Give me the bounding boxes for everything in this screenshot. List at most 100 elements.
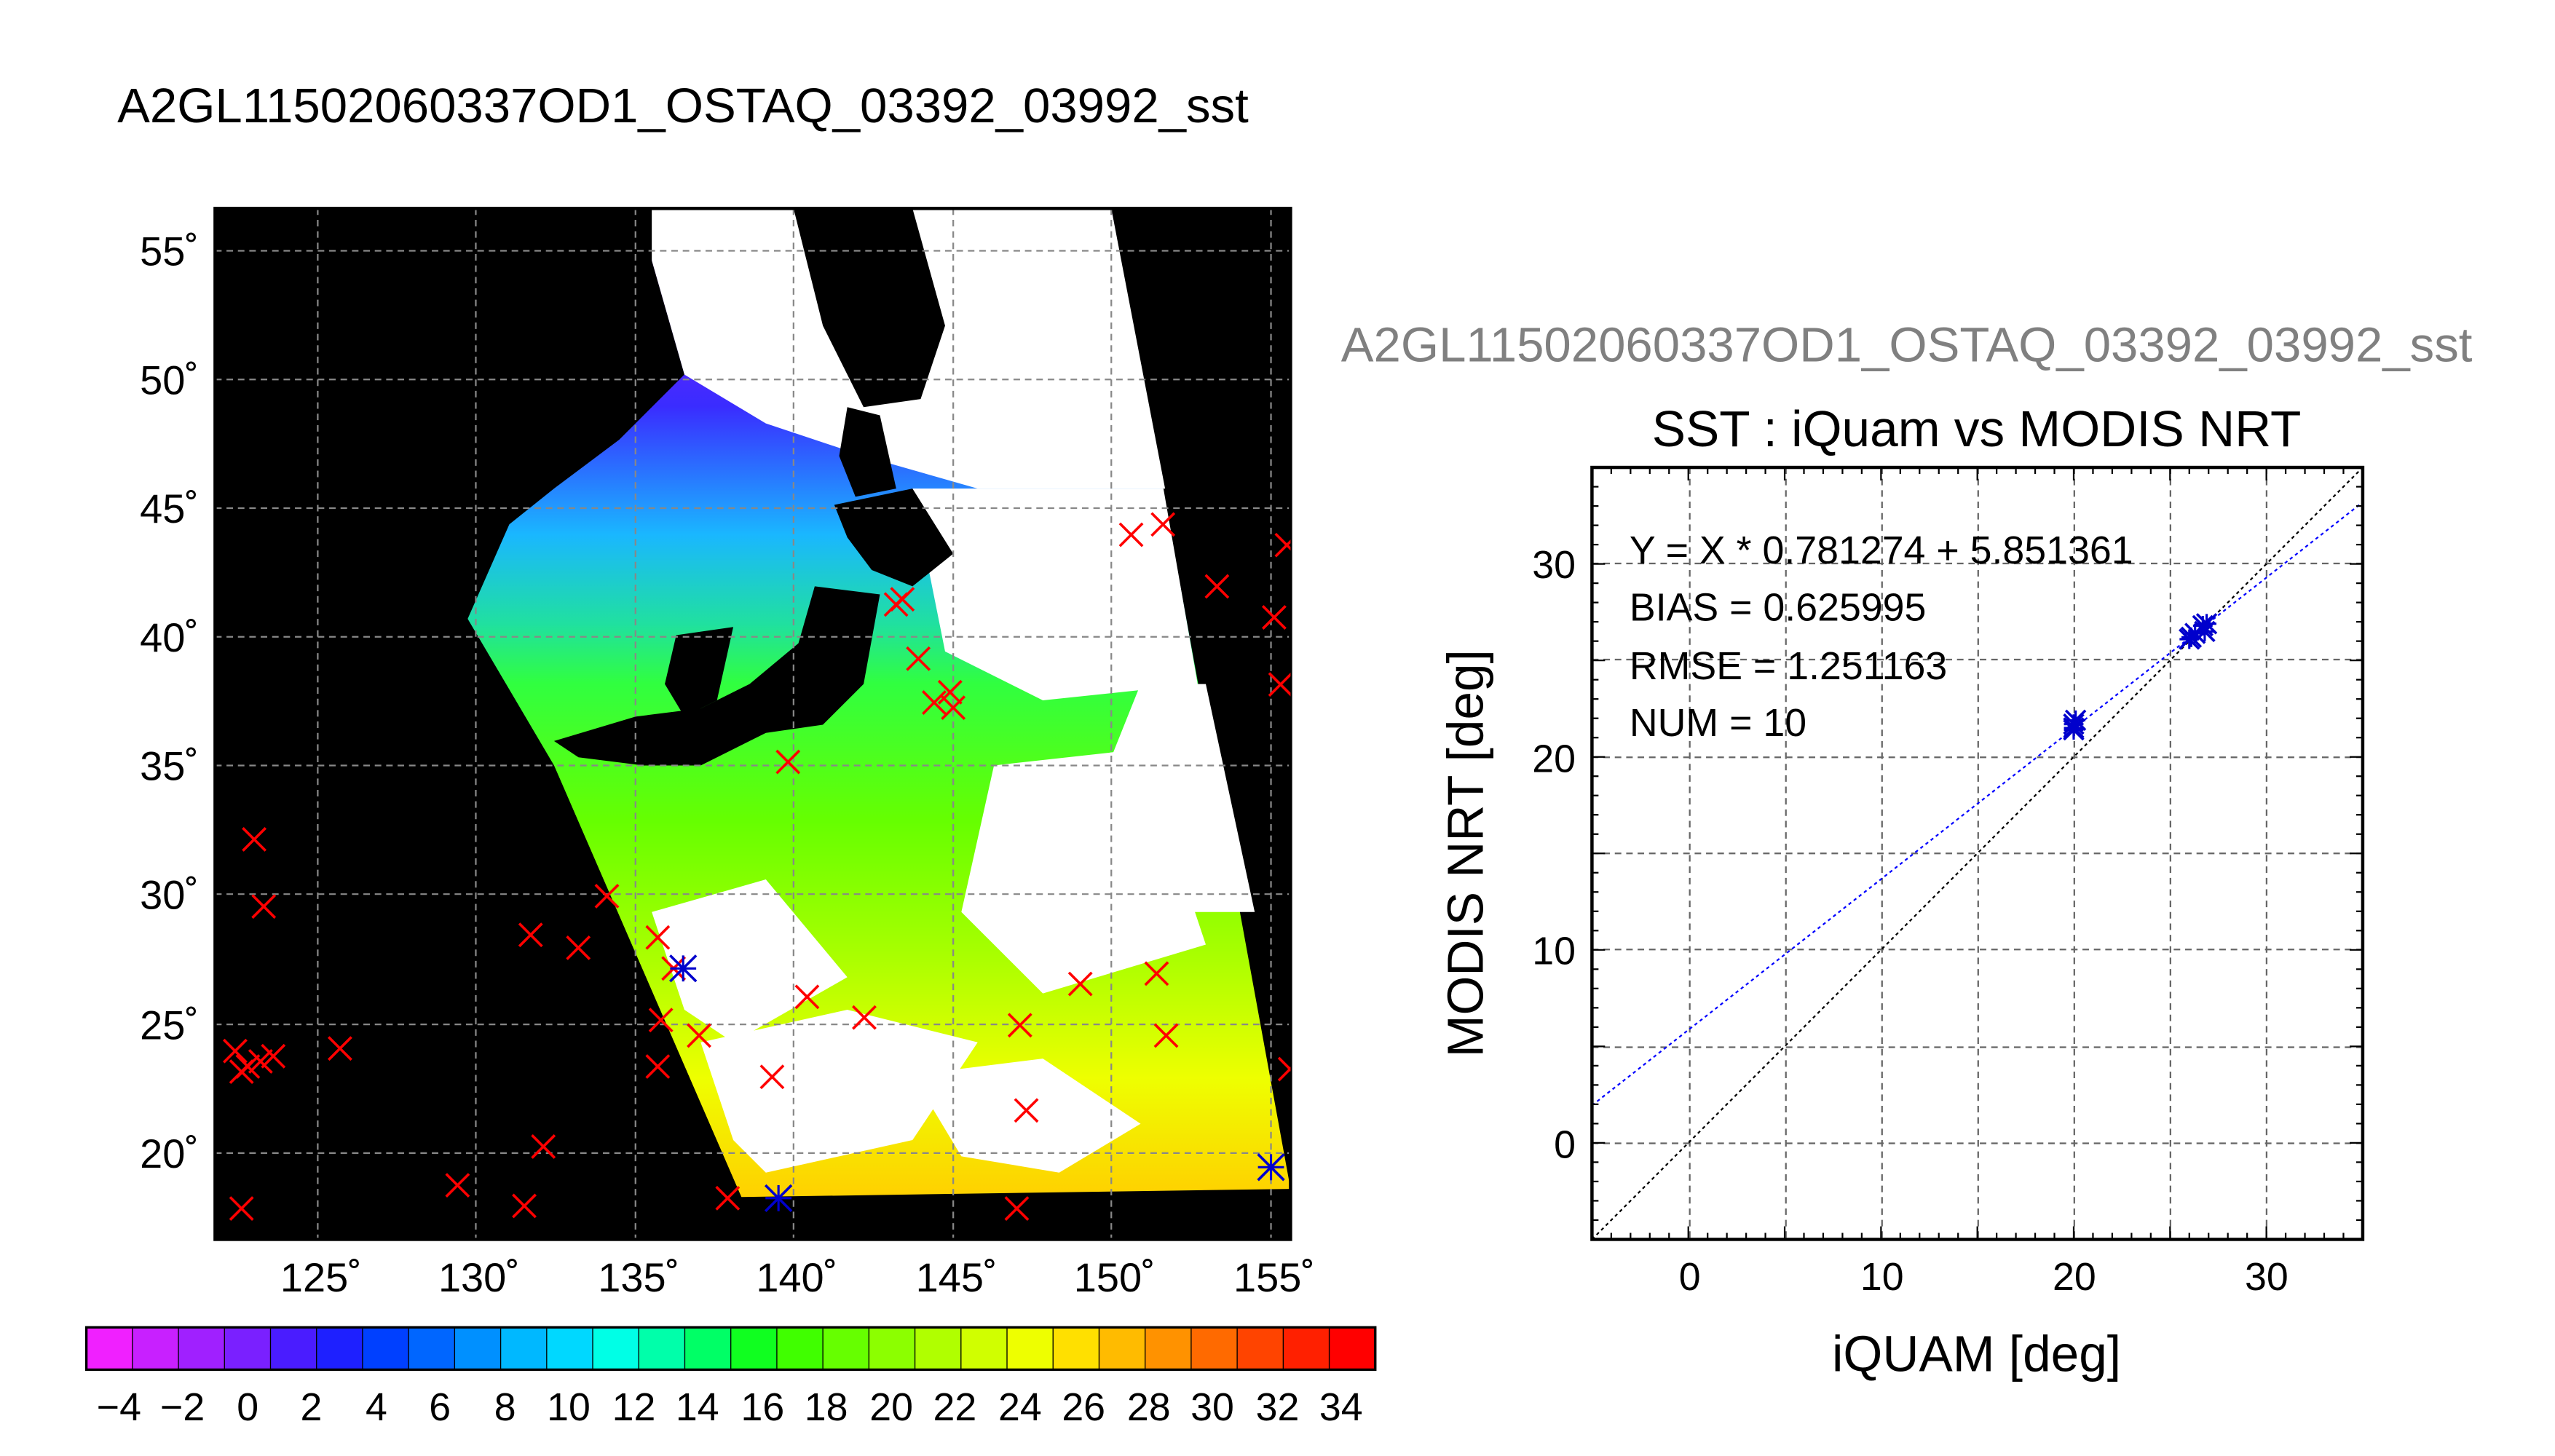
y-tick-label: 30 (1532, 543, 1576, 587)
colorbar-label: 10 (547, 1385, 591, 1429)
map-grid (215, 208, 1291, 1240)
match-marker (229, 1059, 254, 1085)
match-marker (922, 690, 947, 715)
lon-tick-label: 145˚ (916, 1254, 998, 1300)
used-marker (669, 954, 698, 983)
x-tick-label: 20 (2053, 1255, 2096, 1299)
x-tick-label: 30 (2245, 1255, 2289, 1299)
x-axis-label: iQUAM [deg] (1832, 1326, 2121, 1382)
colorbar-segment (316, 1327, 364, 1370)
colorbar-label: −2 (160, 1385, 205, 1429)
scatter-minor-ticks (1591, 466, 2364, 1241)
colorbar-segment (869, 1327, 916, 1370)
map-frame (213, 207, 1292, 1241)
colorbar-segment (960, 1327, 1008, 1370)
match-marker (794, 984, 820, 1010)
match-marker (941, 695, 966, 721)
match-marker (594, 884, 620, 909)
scatter-points (2063, 613, 2218, 741)
colorbar-segment (593, 1327, 640, 1370)
scatter-point (2063, 717, 2085, 739)
match-marker (715, 1185, 741, 1211)
scatter-point (2194, 620, 2216, 643)
lat-tick-label: 45˚ (140, 486, 199, 531)
colorbar-segment (1283, 1327, 1330, 1370)
match-marker (906, 646, 931, 671)
colorbar-segment (178, 1327, 226, 1370)
colorbar-segment (86, 1327, 133, 1370)
colorbar-segment (1190, 1327, 1239, 1370)
scatter-chart-title: SST : iQuam vs MODIS NRT (1652, 400, 2302, 457)
match-marker (1144, 961, 1169, 986)
lat-tick-label: 30˚ (140, 871, 199, 917)
colorbar-segment (684, 1327, 732, 1370)
used-marker (764, 1184, 793, 1213)
lat-tick-label: 35˚ (140, 743, 199, 789)
match-marker (645, 1054, 671, 1079)
colorbar-label: 30 (1190, 1385, 1234, 1429)
land-mask (215, 208, 954, 1238)
match-marker (445, 1173, 470, 1198)
lon-tick-label: 135˚ (598, 1254, 679, 1300)
colorbar-label: 14 (676, 1385, 719, 1429)
match-marker (531, 1134, 556, 1159)
x-tick-label: 0 (1679, 1255, 1701, 1299)
scatter-file-title: A2GL11502060337OD1_OSTAQ_03392_03992_sst (1341, 318, 2473, 373)
match-marker (1153, 1023, 1179, 1048)
scatter-y-tick-labels: 0 10 20 30 (1532, 543, 1576, 1166)
match-marker (1014, 1098, 1039, 1123)
colorbar-segment (224, 1327, 272, 1370)
colorbar-label: 28 (1127, 1385, 1171, 1429)
match-marker (328, 1036, 352, 1061)
match-marker (1150, 512, 1176, 537)
y-tick-label: 10 (1532, 929, 1576, 973)
colorbar (86, 1327, 1376, 1370)
colorbar-segment (1053, 1327, 1100, 1370)
match-marker (648, 1008, 674, 1033)
colorbar-segment (270, 1327, 317, 1370)
rmse-value: RMSE = 1.251163 (1630, 644, 1947, 688)
colorbar-segment (1007, 1327, 1054, 1370)
lon-tick-label: 125˚ (280, 1254, 362, 1300)
colorbar-segment (1329, 1327, 1376, 1370)
match-marker (1204, 574, 1230, 599)
colorbar-label: 6 (429, 1385, 451, 1429)
match-marker (566, 935, 591, 960)
match-marker (687, 1023, 711, 1048)
match-marker (222, 1038, 248, 1064)
colorbar-segment (408, 1327, 456, 1370)
lat-tick-label: 20˚ (140, 1131, 199, 1176)
colorbar-segment (500, 1327, 548, 1370)
x-tick-label: 10 (1860, 1255, 1904, 1299)
colorbar-label: 8 (494, 1385, 516, 1429)
colorbar-label: 20 (869, 1385, 913, 1429)
colorbar-segment (546, 1327, 594, 1370)
y-tick-label: 0 (1554, 1123, 1576, 1167)
map-title: A2GL11502060337OD1_OSTAQ_03392_03992_sst (117, 79, 1249, 133)
colorbar-segment (132, 1327, 180, 1370)
match-marker (883, 592, 909, 617)
colorbar-label: −4 (97, 1385, 141, 1429)
match-marker (1067, 971, 1093, 997)
lon-tick-label: 140˚ (756, 1254, 837, 1300)
colorbar-segment (823, 1327, 870, 1370)
fit-equation: Y = X * 0.781274 + 5.851361 (1630, 529, 2133, 572)
map-markers (222, 512, 1291, 1221)
colorbar-segment (454, 1327, 502, 1370)
bias-value: BIAS = 0.625995 (1630, 585, 1927, 629)
lat-tick-label: 55˚ (140, 229, 199, 274)
colorbar-segment (1099, 1327, 1146, 1370)
match-marker (775, 749, 801, 775)
lon-tick-label: 150˚ (1074, 1254, 1156, 1300)
colorbar-label: 12 (612, 1385, 656, 1429)
scatter-grid (1592, 467, 2363, 1240)
colorbar-segment (1237, 1327, 1284, 1370)
colorbar-label: 16 (741, 1385, 784, 1429)
colorbar-segment (362, 1327, 410, 1370)
colorbar-segment (639, 1327, 686, 1370)
lon-tick-label: 155˚ (1233, 1254, 1315, 1300)
colorbar-segment (730, 1327, 778, 1370)
match-marker (1004, 1196, 1030, 1221)
match-marker (645, 925, 671, 950)
